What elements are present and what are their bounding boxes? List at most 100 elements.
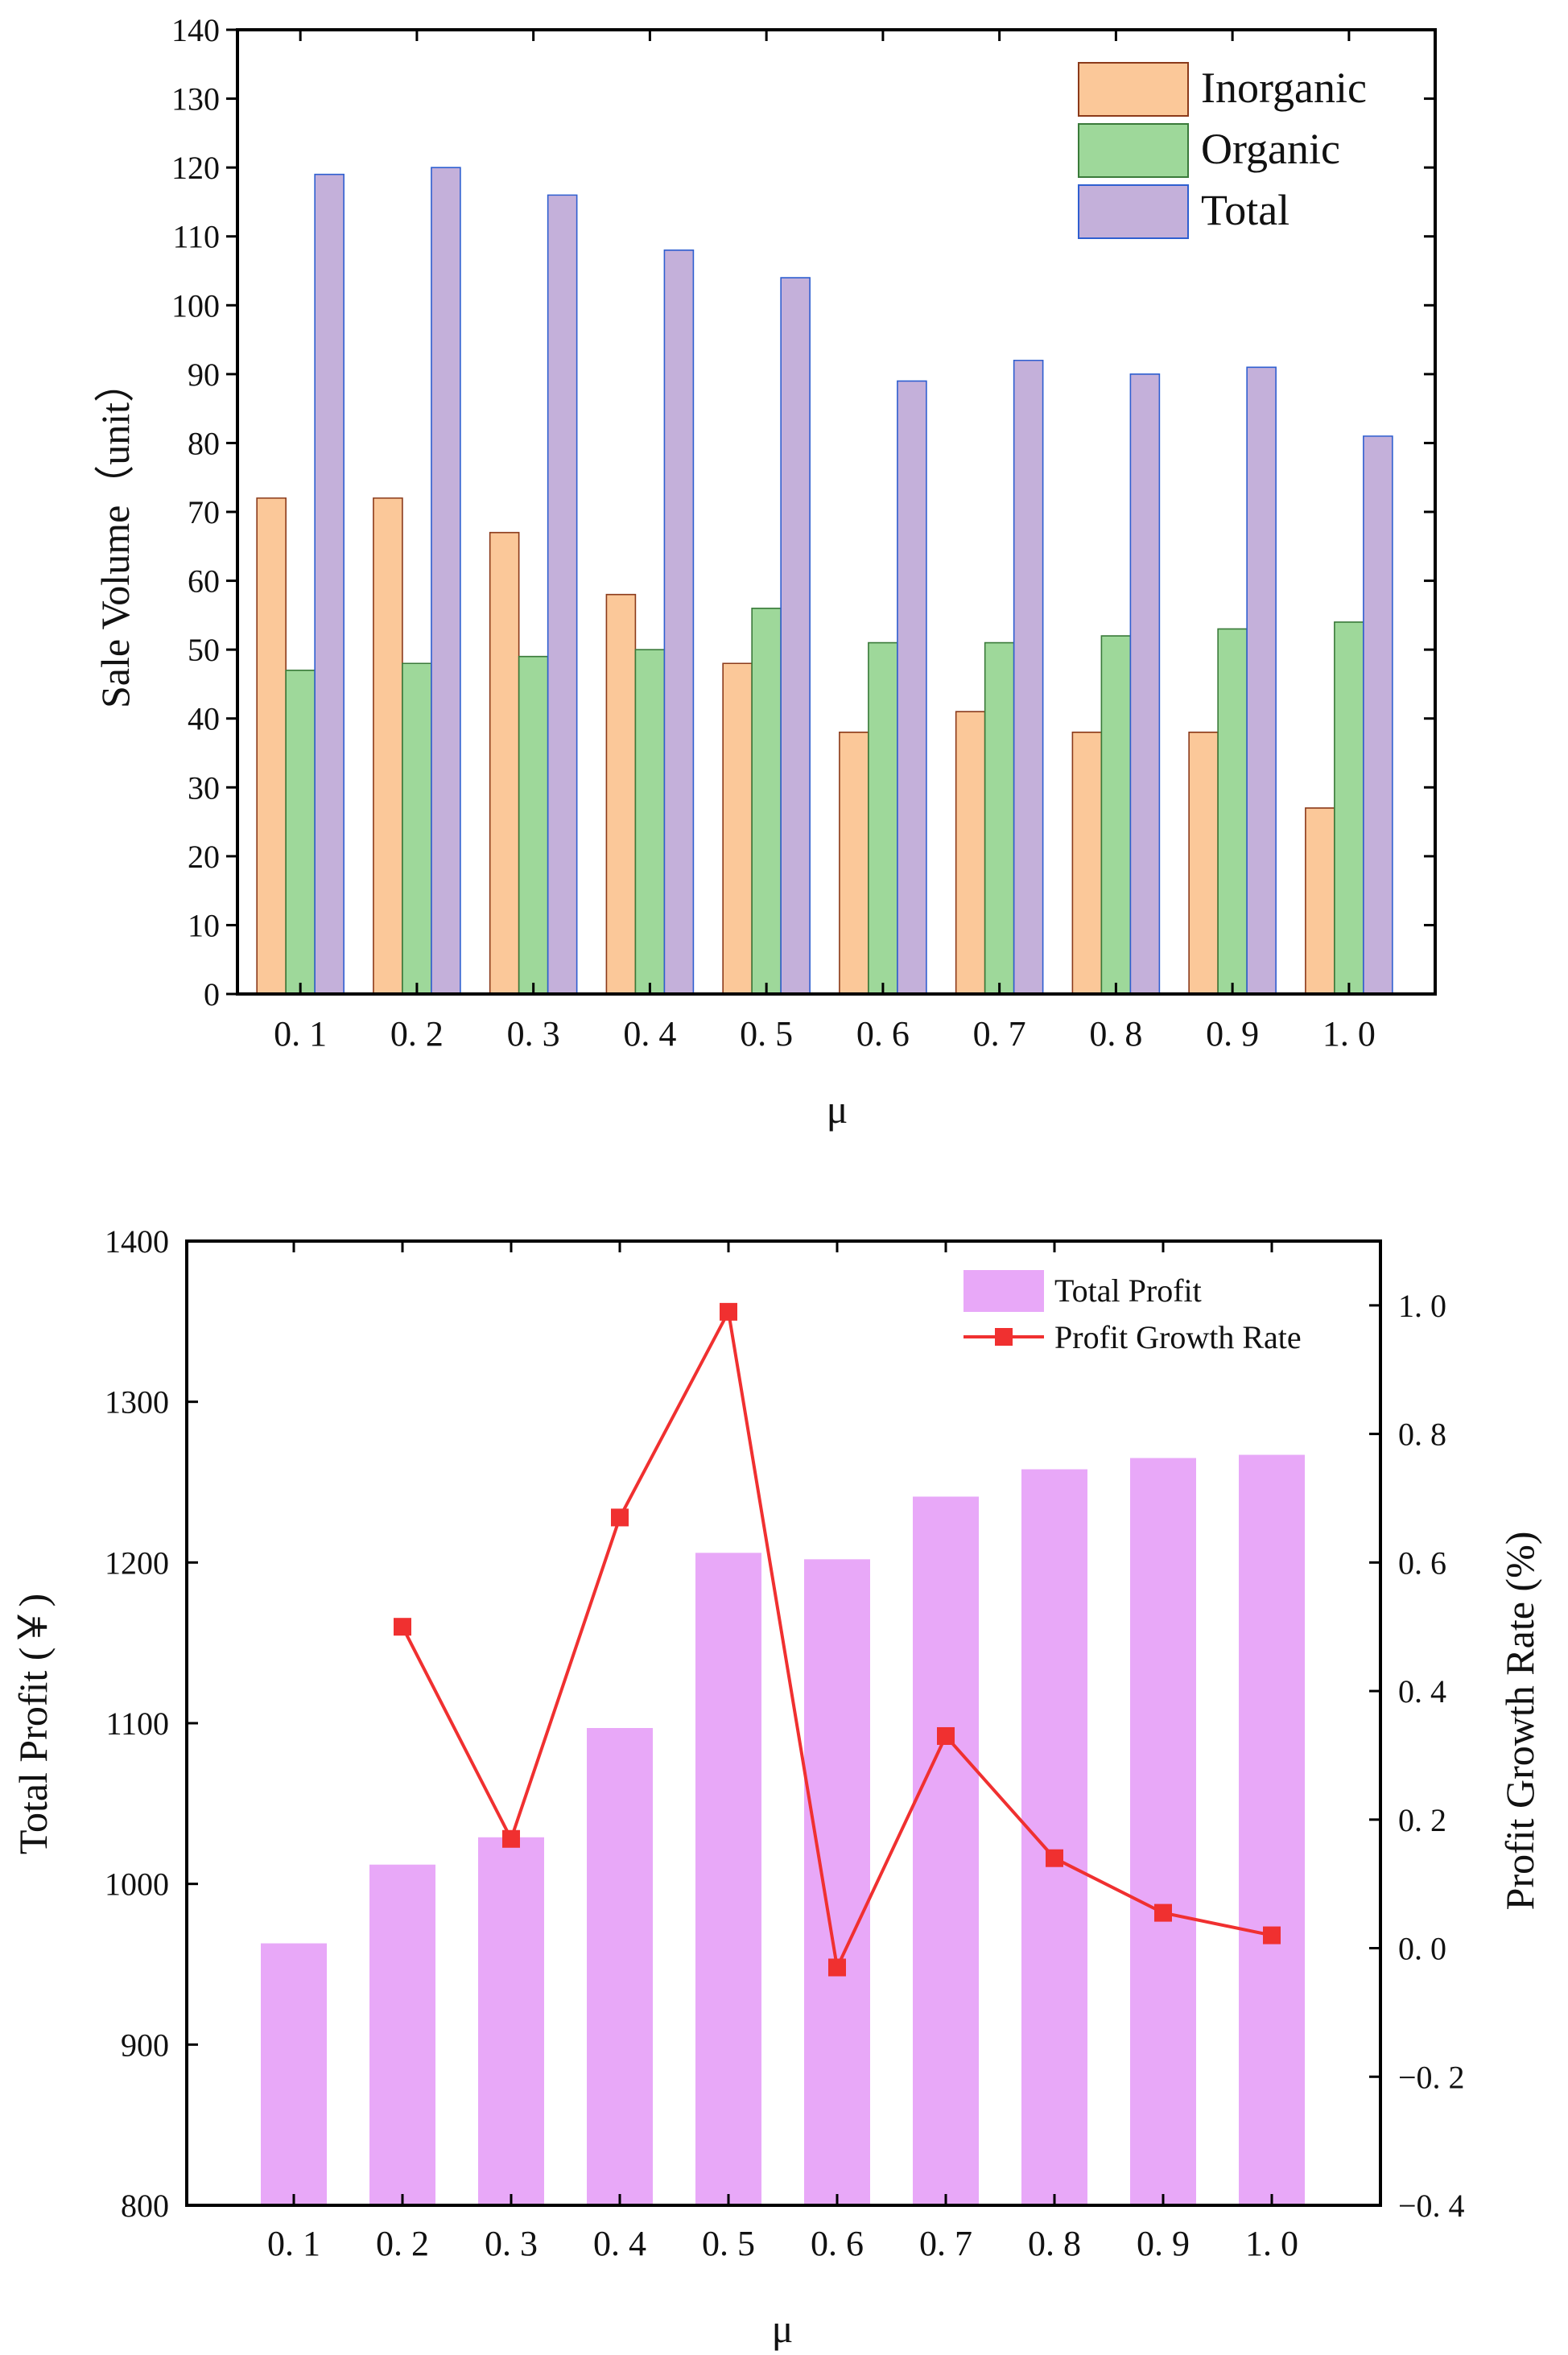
y-tick-label-left: 1000 — [105, 1866, 169, 1903]
x-tick-label: 0. 5 — [702, 2224, 755, 2263]
growth-rate-marker-8 — [1046, 1849, 1063, 1867]
growth-rate-marker-9 — [1154, 1903, 1172, 1922]
bar-inorganic-3 — [489, 532, 519, 994]
profit-bar-5 — [695, 1553, 761, 2205]
profit-bar-3 — [478, 1837, 544, 2205]
bar-organic-3 — [518, 656, 548, 994]
profit-bar-10 — [1239, 1454, 1305, 2205]
y-tick-label-right: 0. 2 — [1398, 1802, 1446, 1838]
growth-rate-marker-3 — [502, 1829, 520, 1848]
growth-rate-marker-4 — [611, 1508, 629, 1527]
legend-label-organic: Organic — [1201, 125, 1340, 173]
legend-marker-growth-rate — [995, 1328, 1013, 1346]
legend-swatch-inorganic — [1078, 62, 1189, 117]
y-tick-label-right: 1. 0 — [1398, 1288, 1446, 1324]
x-tick-label: 0. 3 — [507, 1014, 560, 1054]
y-tick-label: 20 — [188, 839, 220, 875]
legend-label-total-profit: Total Profit — [1054, 1272, 1202, 1309]
y-tick-label: 50 — [188, 632, 220, 668]
sale-volume-chart: 0. 1 0. 2 0. 3 0. 4 0. 5 0. 6 0. 7 0. 8 0. 9 1. 0… — [93, 12, 1437, 1132]
x-tick-label: 1. 0 — [1322, 1014, 1376, 1054]
chart1-xlabel: μ — [827, 1087, 848, 1132]
x-tick-label: 0. 5 — [740, 1014, 793, 1054]
bar-edge-total-6 — [897, 380, 927, 994]
legend-label-inorganic: Inorganic — [1201, 64, 1367, 112]
profit-bar-8 — [1021, 1469, 1087, 2205]
growth-rate-marker-5 — [720, 1302, 737, 1321]
profit-bar-7 — [913, 1496, 979, 2205]
x-tick-label: 0. 1 — [267, 2224, 320, 2263]
bar-inorganic-7 — [955, 711, 985, 994]
bar-inorganic-6 — [839, 732, 869, 994]
bar-organic-4 — [635, 650, 665, 994]
y-tick-label: 10 — [188, 907, 220, 943]
bar-organic-2 — [402, 663, 431, 994]
bar-total-9 — [1247, 367, 1277, 994]
y-tick-label-left: 1300 — [105, 1384, 169, 1421]
bar-inorganic-5 — [723, 663, 753, 994]
bar-edge-total-7 — [1013, 359, 1044, 994]
x-tick-label: 0. 8 — [1089, 1014, 1142, 1054]
x-tick-label: 0. 9 — [1137, 2224, 1190, 2263]
x-tick-label: 0. 1 — [274, 1014, 327, 1054]
plot-frame — [236, 28, 1437, 996]
bar-edge-total-8 — [1129, 373, 1161, 994]
y-tick-label: 130 — [171, 81, 220, 118]
legend-swatch-total — [1078, 184, 1189, 239]
bar-organic-6 — [868, 642, 897, 994]
bar-organic-8 — [1101, 636, 1131, 994]
y-tick-label-right: 0. 0 — [1398, 1931, 1446, 1967]
bar-edge-total-2 — [431, 167, 461, 994]
x-tick-label: 0. 6 — [811, 2224, 864, 2263]
bar-total-10 — [1363, 435, 1393, 994]
bar-total-3 — [547, 195, 577, 994]
y-tick-label-right: 0. 8 — [1398, 1417, 1446, 1453]
bar-total-2 — [431, 167, 460, 995]
y-tick-label: 30 — [188, 769, 220, 806]
growth-rate-marker-2 — [394, 1618, 411, 1636]
bar-edge-total-1 — [314, 173, 345, 994]
x-tick-label: 0. 9 — [1206, 1014, 1259, 1054]
bar-organic-1 — [286, 670, 316, 994]
growth-rate-marker-7 — [937, 1726, 955, 1745]
profit-bar-1 — [261, 1943, 327, 2205]
bar-inorganic-1 — [257, 497, 287, 994]
bar-edge-total-4 — [663, 250, 695, 994]
x-tick-label: 0. 4 — [593, 2224, 646, 2263]
chart2-ylabel-left: Total Profit (￥) — [10, 1594, 56, 1854]
chart2-ylabel-right: Profit Growth Rate (%) — [1497, 1532, 1542, 1911]
y-tick-label-left: 1400 — [105, 1223, 169, 1260]
bar-edge-total-3 — [547, 194, 578, 994]
x-tick-label: 0. 7 — [919, 2224, 972, 2263]
y-tick-label: 100 — [171, 287, 220, 324]
x-tick-label: 0. 6 — [856, 1014, 910, 1054]
bar-edge-total-5 — [780, 277, 811, 994]
y-tick-label-right: 0. 4 — [1398, 1673, 1446, 1710]
plot-frame — [185, 1239, 1382, 2207]
growth-rate-marker-6 — [828, 1958, 846, 1977]
growth-rate-marker-10 — [1263, 1926, 1281, 1945]
y-tick-label: 120 — [171, 150, 220, 186]
y-tick-label: 140 — [171, 12, 220, 48]
bar-total-7 — [1013, 360, 1043, 994]
profit-bar-4 — [587, 1727, 653, 2205]
x-tick-label: 0. 8 — [1028, 2224, 1081, 2263]
x-tick-label: 1. 0 — [1245, 2224, 1298, 2263]
bar-total-8 — [1130, 373, 1160, 994]
y-tick-label: 110 — [172, 219, 220, 255]
x-tick-label: 0. 2 — [390, 1014, 444, 1054]
profit-bar-6 — [804, 1559, 870, 2205]
bar-organic-9 — [1218, 629, 1248, 994]
x-tick-label: 0. 2 — [376, 2224, 429, 2263]
bar-inorganic-9 — [1189, 732, 1219, 994]
y-tick-label-left: 900 — [121, 2027, 169, 2063]
chart1-ylabel: Sale Volume（unit） — [93, 362, 138, 708]
bar-total-1 — [315, 174, 345, 994]
bar-total-6 — [897, 381, 926, 994]
bar-total-4 — [664, 250, 694, 994]
y-tick-label-left: 1200 — [105, 1545, 169, 1581]
y-tick-label-right: −0. 4 — [1398, 2188, 1465, 2224]
bar-inorganic-2 — [373, 497, 402, 994]
chart2-xlabel: μ — [772, 2306, 794, 2351]
